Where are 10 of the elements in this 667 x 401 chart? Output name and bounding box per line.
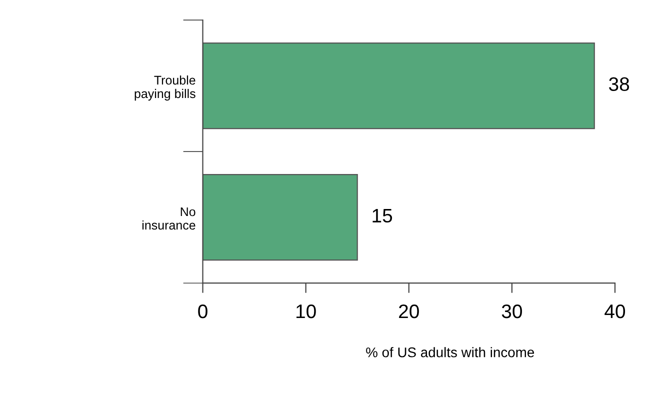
y-tick-label: No insurance xyxy=(142,207,196,230)
data-label: 38 xyxy=(608,77,630,92)
x-tick-label: 10 xyxy=(296,304,316,318)
data-label: 15 xyxy=(372,208,392,223)
y-tick-label: Trouble paying bills xyxy=(134,75,196,101)
x-tick-label: 30 xyxy=(502,304,522,318)
x-tick-label: 20 xyxy=(399,304,419,318)
x-axis-title: % of US adults with income xyxy=(366,347,534,358)
x-tick-label: 40 xyxy=(604,304,626,318)
x-tick-label: 0 xyxy=(198,304,208,318)
